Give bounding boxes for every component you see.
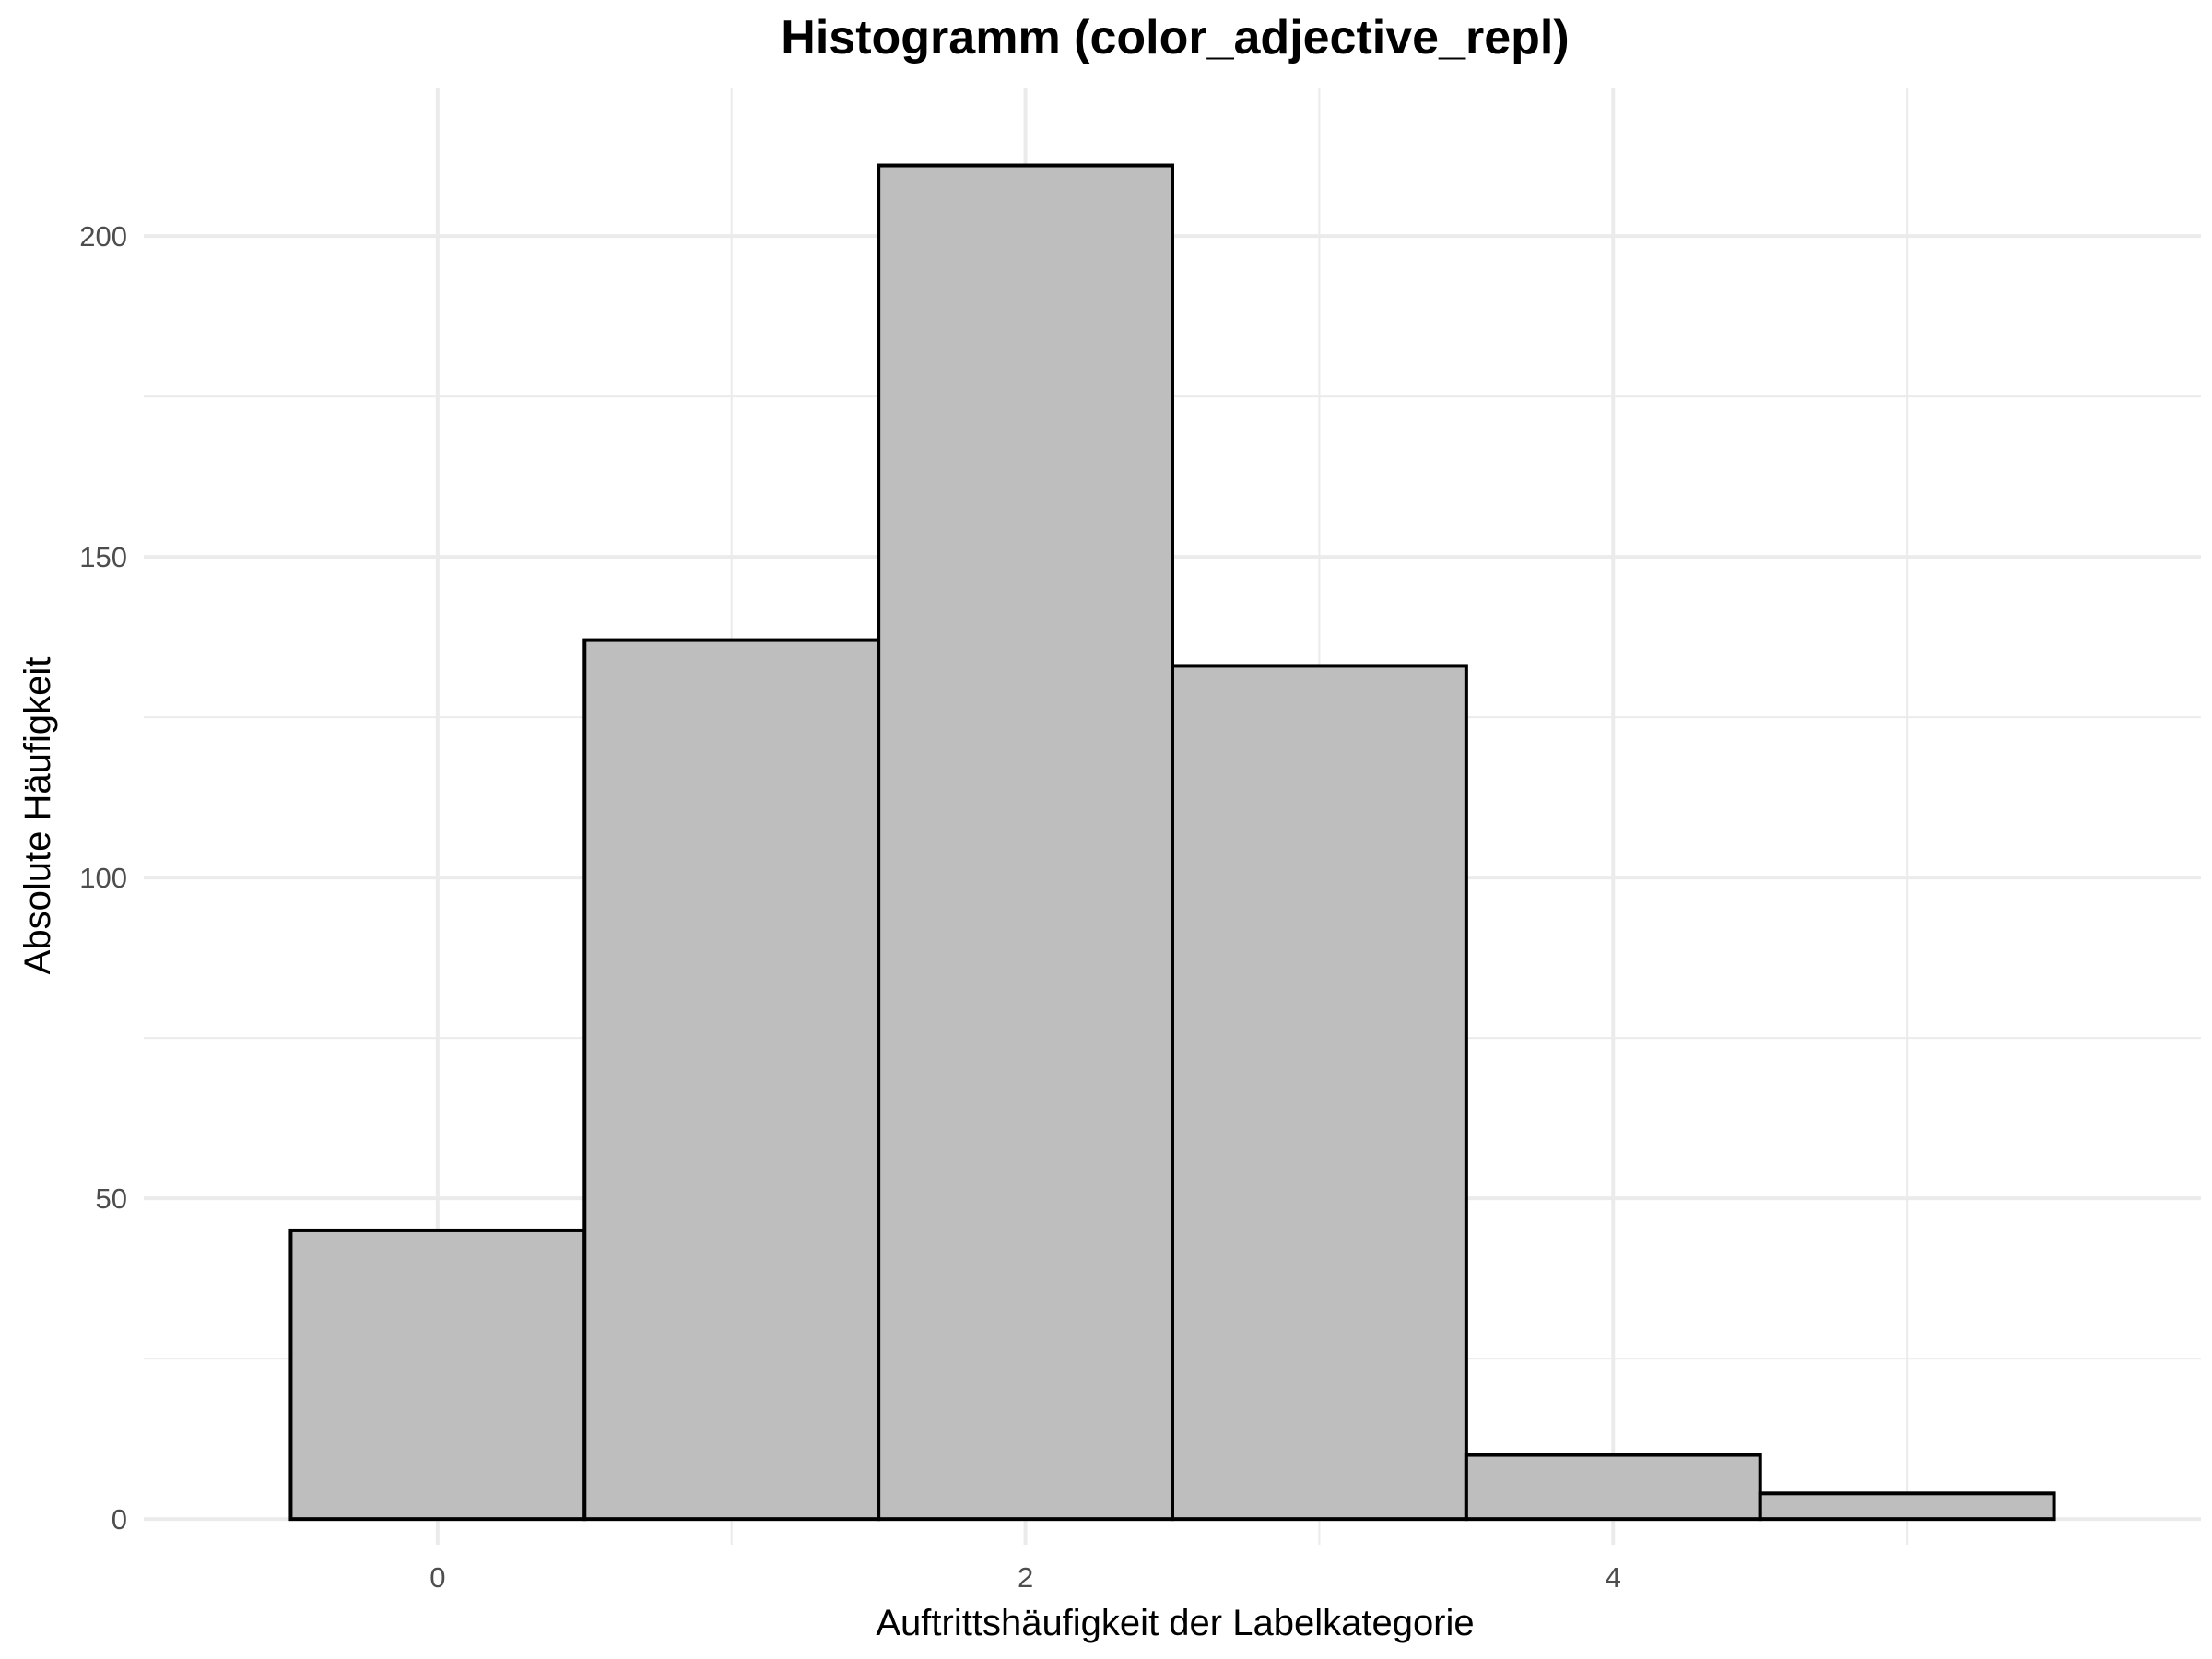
histogram-bar-4 bbox=[1464, 1453, 1762, 1522]
histogram-bar-2 bbox=[877, 163, 1175, 1522]
y-tick-label: 150 bbox=[79, 541, 127, 573]
bars bbox=[288, 163, 2056, 1522]
y-tick-label: 100 bbox=[79, 862, 127, 894]
chart-title: Histogramm (color_adjective_repl) bbox=[781, 11, 1569, 65]
x-tick-label: 4 bbox=[1606, 1561, 1621, 1594]
y-axis-label: Absolute Häufigkeit bbox=[18, 657, 58, 975]
histogram-bar-1 bbox=[582, 638, 881, 1522]
x-axis-label: Auftrittshäufigkeit der Labelkategorie bbox=[876, 1603, 1474, 1643]
x-tick-label: 0 bbox=[429, 1561, 445, 1594]
y-tick-label: 200 bbox=[79, 220, 127, 253]
histogram-bar-5 bbox=[1758, 1491, 2056, 1522]
x-tick-label: 2 bbox=[1018, 1561, 1033, 1594]
tick-labels: 0 50 100 150 200 0 2 4 bbox=[79, 220, 1621, 1594]
histogram-bar-0 bbox=[288, 1228, 587, 1522]
y-tick-label: 0 bbox=[112, 1503, 127, 1535]
histogram-bar-3 bbox=[1171, 664, 1468, 1522]
y-tick-label: 50 bbox=[96, 1182, 127, 1215]
